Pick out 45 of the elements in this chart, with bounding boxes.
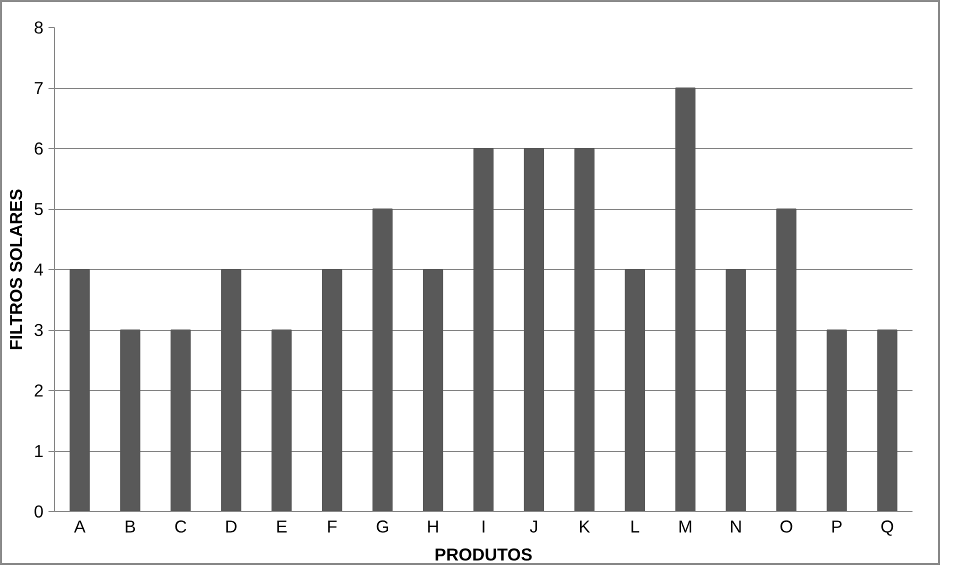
bar <box>322 269 342 512</box>
bar <box>624 269 645 512</box>
x-tick-label: M <box>678 516 693 536</box>
y-tick-label: 6 <box>34 138 44 158</box>
x-tick-label: A <box>74 516 86 536</box>
y-tick-label: 3 <box>34 320 44 340</box>
x-tick-label: N <box>730 516 742 536</box>
bar <box>877 330 898 512</box>
x-tick-label: H <box>426 516 440 536</box>
y-tick-label: 8 <box>34 18 44 38</box>
x-tick-label: C <box>174 516 187 536</box>
x-tick-label: L <box>630 516 640 536</box>
y-tick-label: 1 <box>34 441 44 461</box>
bar <box>574 148 595 512</box>
x-tick-label: K <box>578 516 591 536</box>
bar <box>726 269 746 512</box>
bar <box>120 330 140 512</box>
x-tick-label: I <box>481 516 486 536</box>
x-tick-label: F <box>326 516 338 536</box>
bar <box>70 269 90 512</box>
x-axis-title: PRODUTOS <box>434 544 532 564</box>
x-tick-label: B <box>124 516 136 536</box>
bar <box>372 208 393 512</box>
bar <box>776 208 796 512</box>
bar <box>422 269 444 512</box>
y-tick-label: 0 <box>34 502 44 522</box>
bar <box>272 330 292 512</box>
y-tick-label: 7 <box>34 78 44 98</box>
x-tick-label: O <box>780 516 794 536</box>
x-tick-label: G <box>376 516 390 536</box>
bar <box>524 148 544 512</box>
bar <box>675 88 696 512</box>
y-tick-label: 5 <box>34 199 44 219</box>
bar <box>826 330 847 512</box>
bar <box>473 148 494 512</box>
bar <box>221 269 242 512</box>
x-tick-label: J <box>530 516 538 536</box>
x-tick-label: Q <box>880 516 894 536</box>
x-tick-label: P <box>831 516 843 536</box>
x-tick-label: D <box>224 516 238 536</box>
bar <box>170 330 191 512</box>
y-tick-label: 4 <box>34 260 44 280</box>
x-tick-label: E <box>276 516 288 536</box>
y-tick-label: 2 <box>34 380 44 400</box>
y-axis-title: FILTROS SOLARES <box>6 188 26 350</box>
